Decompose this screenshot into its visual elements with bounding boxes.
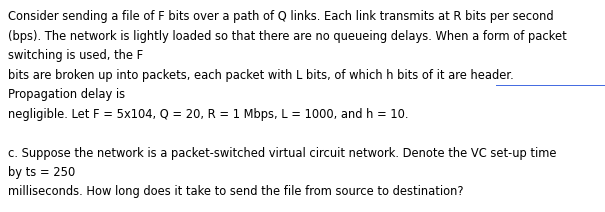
Text: by ts = 250: by ts = 250 — [8, 166, 75, 179]
Text: milliseconds. How long does it take to send the file from source to destination?: milliseconds. How long does it take to s… — [8, 186, 463, 198]
Text: c. Suppose the network is a packet-switched virtual circuit network. Denote the : c. Suppose the network is a packet-switc… — [8, 146, 557, 159]
Text: Consider sending a file of F bits over a path of Q links. Each link transmits at: Consider sending a file of F bits over a… — [8, 10, 554, 23]
Text: negligible. Let F = 5x104, Q = 20, R = 1 Mbps, L = 1000, and h = 10.: negligible. Let F = 5x104, Q = 20, R = 1… — [8, 107, 408, 120]
Text: Propagation delay is: Propagation delay is — [8, 88, 125, 101]
Text: bits are broken up into packets, each packet with L bits, of which h bits of it : bits are broken up into packets, each pa… — [8, 68, 514, 81]
Text: (bps). The network is lightly loaded so that there are no queueing delays. When : (bps). The network is lightly loaded so … — [8, 29, 567, 42]
Text: switching is used, the F: switching is used, the F — [8, 49, 143, 62]
